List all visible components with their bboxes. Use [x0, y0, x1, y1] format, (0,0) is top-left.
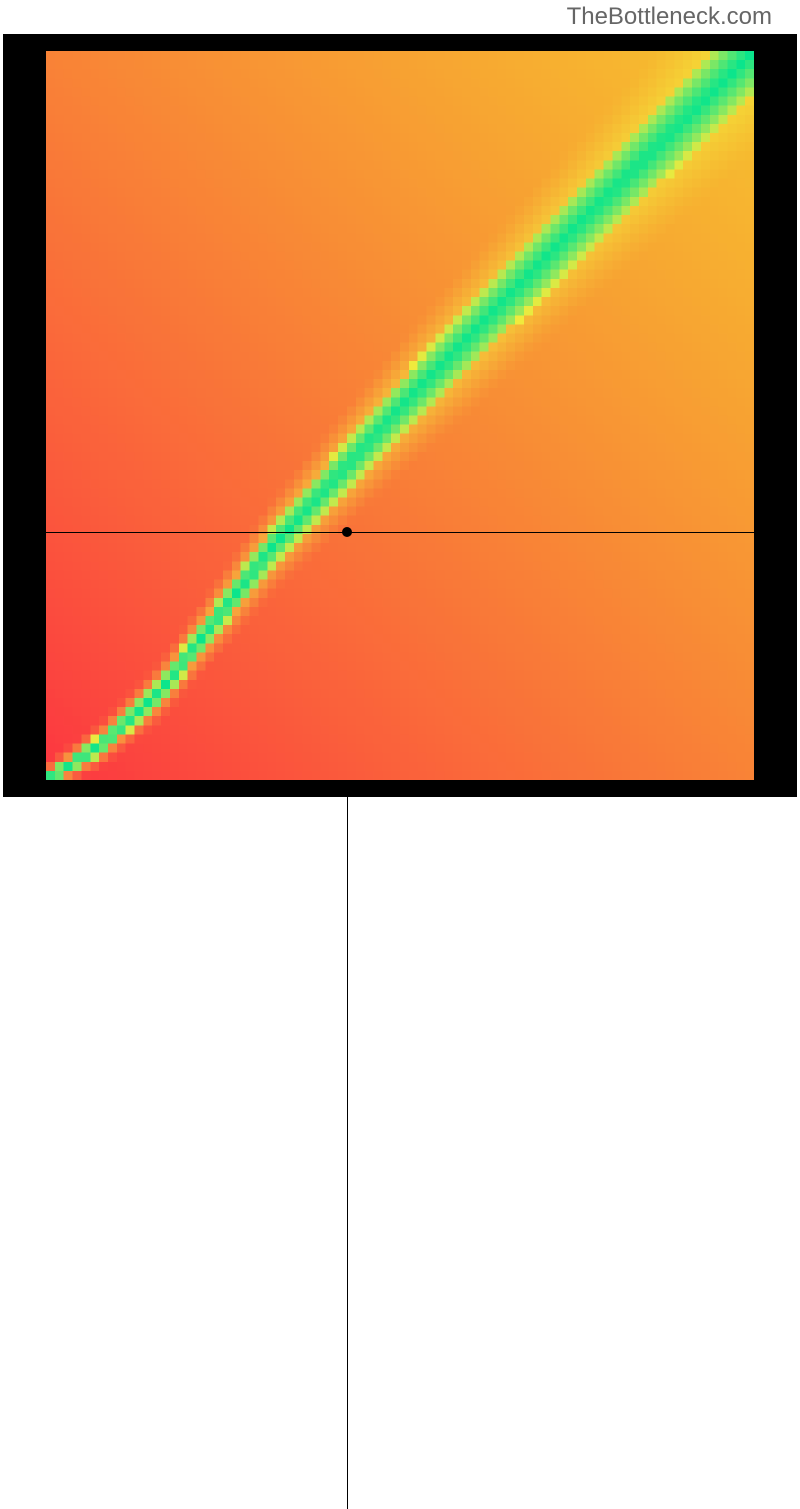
crosshair-vertical [347, 780, 348, 1509]
crosshair-horizontal [46, 532, 754, 533]
heatmap-plot-area [46, 51, 754, 780]
bottleneck-heatmap [46, 51, 754, 780]
watermark-text: TheBottleneck.com [567, 3, 772, 31]
crosshair-marker-dot [342, 527, 352, 537]
